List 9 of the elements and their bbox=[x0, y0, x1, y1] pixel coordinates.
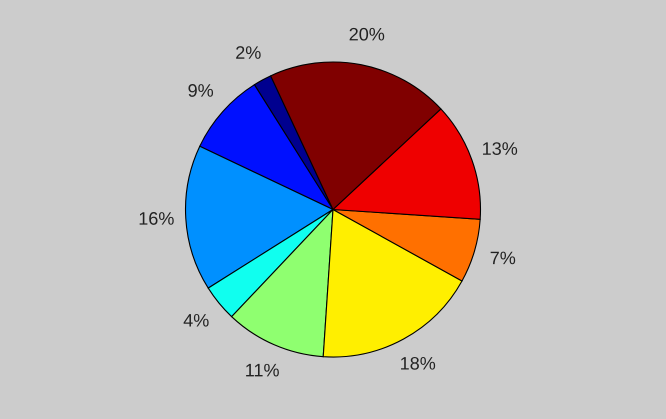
data-label: 13% bbox=[483, 142, 518, 155]
data-label: 2% bbox=[236, 46, 261, 59]
data-label: 16% bbox=[140, 212, 174, 225]
data-label: 7% bbox=[490, 252, 516, 264]
data-label: 18% bbox=[401, 356, 436, 370]
data-label: 20% bbox=[350, 28, 384, 41]
data-label: 9% bbox=[188, 84, 214, 97]
data-label: 4% bbox=[184, 314, 209, 327]
data-label: 11% bbox=[246, 364, 279, 376]
